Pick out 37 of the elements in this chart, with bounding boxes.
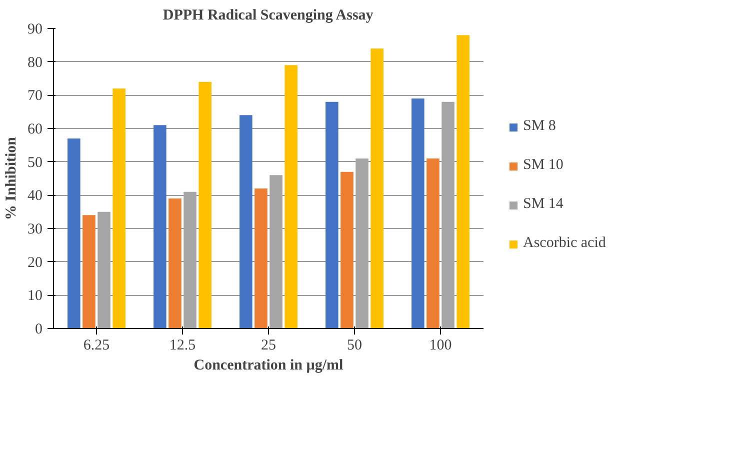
x-tick-label: 100 <box>429 338 452 354</box>
y-tick-label: 40 <box>28 188 42 204</box>
bar <box>370 48 384 328</box>
y-tick-label: 0 <box>35 322 42 338</box>
y-tick-label: 80 <box>28 54 42 71</box>
legend-label: Ascorbic acid <box>523 235 606 252</box>
bar <box>412 98 424 328</box>
y-tick-label: 20 <box>28 254 42 271</box>
bar <box>68 138 80 328</box>
bar <box>284 65 298 328</box>
chart-title: DPPH Radical Scavenging Assay <box>162 8 374 24</box>
bar <box>82 215 96 328</box>
bar <box>340 172 354 328</box>
bar <box>198 82 212 328</box>
y-tick-label: 90 <box>28 22 42 38</box>
y-tick-label: 30 <box>28 222 42 238</box>
bar <box>254 188 268 328</box>
bar <box>456 35 470 328</box>
bar <box>168 198 182 328</box>
y-tick-label: 70 <box>28 88 42 104</box>
y-tick-label: 10 <box>28 288 42 304</box>
y-tick-label: 60 <box>28 122 42 138</box>
bar <box>326 102 338 328</box>
x-axis-title: Concentration in µg/ml <box>194 358 344 374</box>
y-tick-label: 50 <box>28 154 42 171</box>
bar <box>112 88 126 328</box>
x-tick-label: 25 <box>261 338 276 354</box>
legend-label: SM 14 <box>523 196 564 213</box>
y-axis-title: % Inhibition <box>4 136 20 220</box>
bar <box>240 115 252 328</box>
legend-label: SM 8 <box>523 118 556 135</box>
x-tick-label: 50 <box>347 338 362 354</box>
x-tick-label: 12.5 <box>169 338 196 354</box>
legend-label: SM 10 <box>523 157 564 174</box>
bar <box>154 125 166 328</box>
bar <box>426 158 440 328</box>
x-tick-label: 6.25 <box>83 338 110 354</box>
